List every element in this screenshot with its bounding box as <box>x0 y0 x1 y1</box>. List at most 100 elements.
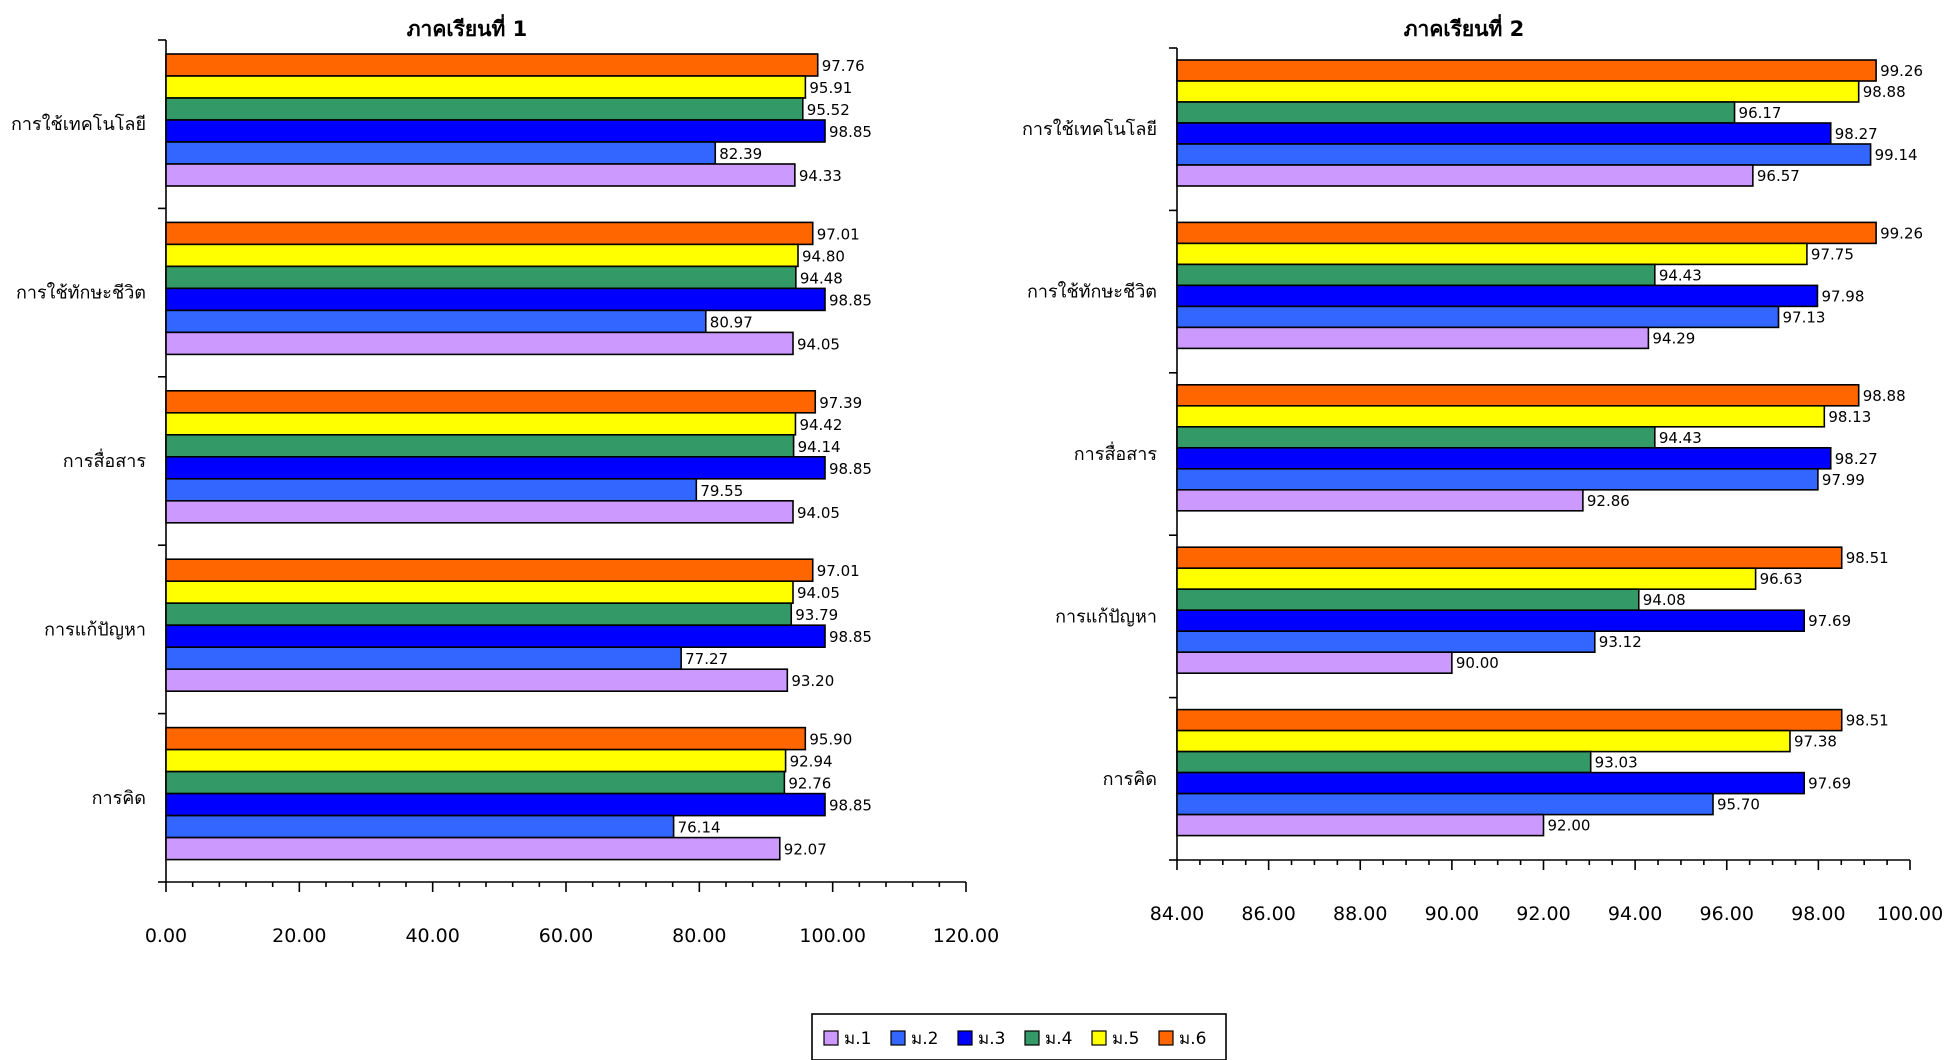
bar <box>1176 708 1843 732</box>
data-label: 93.12 <box>1599 633 1642 651</box>
data-label: 79.55 <box>700 482 743 500</box>
data-label: 97.75 <box>1811 245 1854 263</box>
x-tick-label: 100.00 <box>1877 903 1943 925</box>
data-label: 95.52 <box>807 101 850 119</box>
data-label: 98.51 <box>1846 712 1889 730</box>
chart-title: ภาคเรียนที่ 2 <box>1404 13 1525 41</box>
data-label: 94.43 <box>1659 266 1702 284</box>
data-label: 96.63 <box>1760 570 1803 588</box>
bar <box>165 499 794 524</box>
chart-semester-2: ภาคเรียนที่ 2 84.00 86.00 88.00 90.00 92.00 9… <box>1022 13 1943 925</box>
data-label-bg <box>826 796 878 814</box>
bar <box>1176 609 1805 633</box>
bar <box>1176 221 1877 245</box>
data-label-bg <box>1842 550 1895 567</box>
bar <box>1176 242 1808 266</box>
bar <box>165 287 826 312</box>
x-tick-label: 92.00 <box>1516 903 1570 925</box>
x-tick-label: 94.00 <box>1608 903 1662 925</box>
x-tick-label: 98.00 <box>1791 903 1845 925</box>
data-label: 98.85 <box>829 628 872 646</box>
data-label: 97.38 <box>1794 733 1837 751</box>
data-label: 92.07 <box>784 841 827 859</box>
data-label-bg <box>794 437 847 455</box>
data-label-bg <box>785 774 838 792</box>
data-label-bg <box>813 562 866 580</box>
bar <box>165 477 698 502</box>
data-label-bg <box>1818 288 1871 305</box>
data-label-bg <box>818 57 871 74</box>
category-label: การคิด <box>1103 769 1157 790</box>
legend-swatch <box>890 1030 906 1046</box>
data-label: 94.42 <box>799 416 842 434</box>
data-label-bg <box>1831 450 1884 467</box>
data-label: 94.43 <box>1659 429 1702 447</box>
bar <box>165 602 793 627</box>
bar <box>1176 59 1877 82</box>
data-label-bg <box>716 145 769 162</box>
legend-swatch <box>823 1030 839 1046</box>
bar <box>1176 792 1714 816</box>
data-label: 76.14 <box>678 819 721 837</box>
bar <box>165 558 814 583</box>
data-label: 96.17 <box>1739 104 1782 122</box>
bar <box>165 53 819 77</box>
data-label: 95.91 <box>809 79 852 97</box>
legend-swatch <box>1024 1030 1040 1046</box>
data-label-bg <box>1859 387 1912 404</box>
legend-label: ม.4 <box>1045 1029 1072 1049</box>
data-label: 92.86 <box>1587 492 1630 510</box>
data-label-bg <box>794 335 846 353</box>
data-label-bg <box>674 818 727 836</box>
legend-label: ม.1 <box>844 1029 871 1049</box>
bar <box>1176 546 1843 570</box>
data-label: 99.26 <box>1880 62 1923 80</box>
data-label-bg <box>794 584 846 602</box>
legend-label: ม.3 <box>978 1029 1005 1049</box>
legend-swatch <box>957 1030 973 1046</box>
bar <box>165 309 707 334</box>
bar <box>1176 567 1757 591</box>
data-label-bg <box>826 628 878 646</box>
data-label: 94.80 <box>802 247 845 265</box>
x-tick-label: 20.00 <box>272 925 326 947</box>
data-label: 97.01 <box>817 562 860 580</box>
data-label-bg <box>1735 105 1788 121</box>
data-label-bg <box>1714 796 1767 813</box>
data-label-bg <box>796 269 849 287</box>
legend-label: ม.2 <box>911 1029 938 1049</box>
data-label-bg <box>1859 84 1912 100</box>
category-label: การสื่อสาร <box>63 448 147 472</box>
data-label-bg <box>1655 267 1708 284</box>
data-label-bg <box>794 503 846 521</box>
data-label-bg <box>1591 754 1644 771</box>
legend-label: ม.5 <box>1112 1029 1139 1049</box>
data-label-bg <box>1790 733 1843 750</box>
bar <box>165 411 797 436</box>
data-label-bg <box>706 313 759 331</box>
data-label-bg <box>1649 330 1702 347</box>
data-label: 98.85 <box>829 123 872 141</box>
data-label-bg <box>1639 592 1692 609</box>
data-label-bg <box>788 672 841 690</box>
bar <box>1176 80 1860 103</box>
data-label-bg <box>806 79 859 96</box>
data-label-bg <box>1877 63 1930 79</box>
bar <box>165 580 794 605</box>
data-label-bg <box>826 459 878 477</box>
bar <box>165 770 786 795</box>
bar <box>1176 446 1832 470</box>
data-label: 93.03 <box>1595 754 1638 772</box>
bar <box>1176 588 1640 612</box>
category-label: การแก้ปัญหา <box>1055 606 1157 627</box>
data-label-bg <box>803 101 856 118</box>
data-label-bg <box>1452 655 1505 672</box>
x-tick-label: 96.00 <box>1700 903 1754 925</box>
bar <box>165 455 826 480</box>
bar <box>165 97 804 121</box>
data-label: 98.27 <box>1835 125 1878 143</box>
bar <box>1176 771 1805 795</box>
data-label: 98.85 <box>829 460 872 478</box>
data-label: 96.57 <box>1757 167 1800 185</box>
data-label-bg <box>1807 246 1860 263</box>
